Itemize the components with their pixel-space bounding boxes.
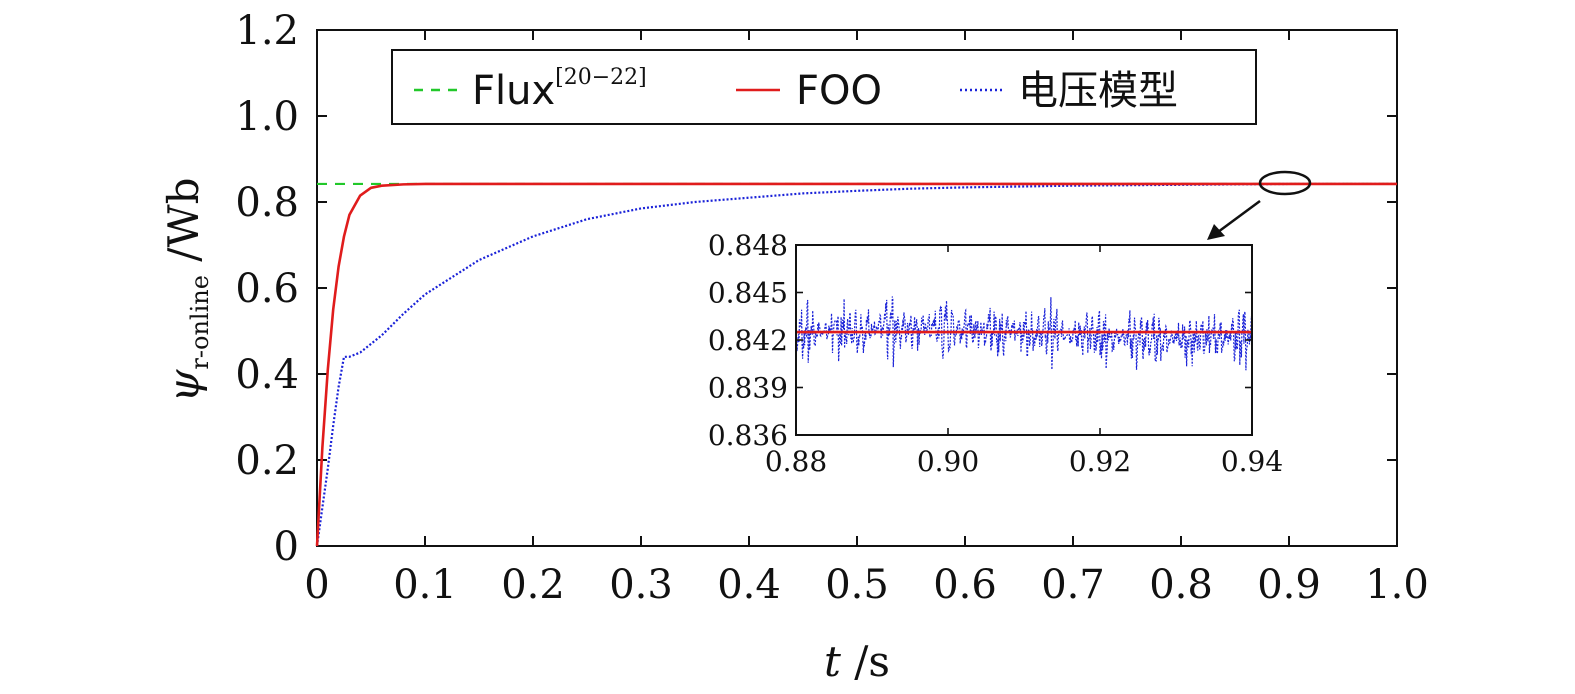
x-tick-label: 0.1 [393,562,457,608]
x-tick-label: 0.5 [825,562,889,608]
y-tick-label: 0.4 [235,352,299,398]
legend-flux-label: Flux[20−22] [472,65,647,114]
x-tick-label: 1.0 [1365,562,1429,608]
x-tick-label: 0.8 [1149,562,1213,608]
inset: 0.88 0.90 0.92 0.94 0.836 0.839 0.842 0.845 0.84… [708,229,1283,478]
zoom-arrow [1217,199,1261,234]
y-tick-label: 0 [274,524,299,570]
inset-ticks: 0.88 0.90 0.92 0.94 0.836 0.839 0.842 0.845 0.84… [708,229,1283,478]
y-tick-label: 0.8 [235,180,299,226]
x-tick-label: 0.3 [609,562,673,608]
inset-y-tick-label: 0.839 [708,372,788,405]
y-tick-label: 0.6 [235,266,299,312]
legend-box [391,49,1257,125]
legend-flux-sup: [20−22] [555,65,647,90]
legend: Flux[20−22] FOO 电压模型 [391,49,1257,125]
legend-voltage-label: 电压模型 [1018,68,1178,114]
x-axis-label: t /s [824,637,890,686]
inset-y-tick-label: 0.848 [708,229,788,262]
series-line-1 [315,182,1397,547]
series-line-2 [315,182,1397,547]
x-tick-label: 0.4 [717,562,781,608]
inset-x-tick-label: 0.94 [1221,445,1283,478]
zoom-ellipse [1258,170,1312,196]
y-tick-label: 0.2 [235,438,299,484]
x-tick-label: 0.7 [1041,562,1105,608]
inset-series [795,296,1253,371]
inset-x-tick-label: 0.88 [765,445,827,478]
zoom-arrowhead [1207,224,1225,240]
x-tick-label: 0.2 [501,562,565,608]
main-ticks: 0 0.1 0.2 0.3 0.4 0.5 0.6 0.7 0.8 0.9 1.0 0 0.2 0.4 0.… [235,8,1428,608]
x-tick-label: 0 [304,562,329,608]
inset-background [796,245,1252,435]
y-axis-label: ψr-online /Wb [159,178,214,403]
y-tick-label: 1.0 [235,94,299,140]
main-series [315,182,1397,547]
x-tick-label: 0.6 [933,562,997,608]
x-tick-label: 0.9 [1257,562,1321,608]
legend-foo-label: FOO [796,68,882,114]
inset-y-tick-label: 0.845 [708,277,788,310]
inset-y-tick-label: 0.836 [708,419,788,452]
y-tick-label: 1.2 [235,8,299,54]
inset-y-tick-label: 0.842 [708,324,788,357]
inset-x-tick-label: 0.90 [917,445,979,478]
inset-x-tick-label: 0.92 [1069,445,1131,478]
legend-flux-main: Flux [472,68,555,114]
